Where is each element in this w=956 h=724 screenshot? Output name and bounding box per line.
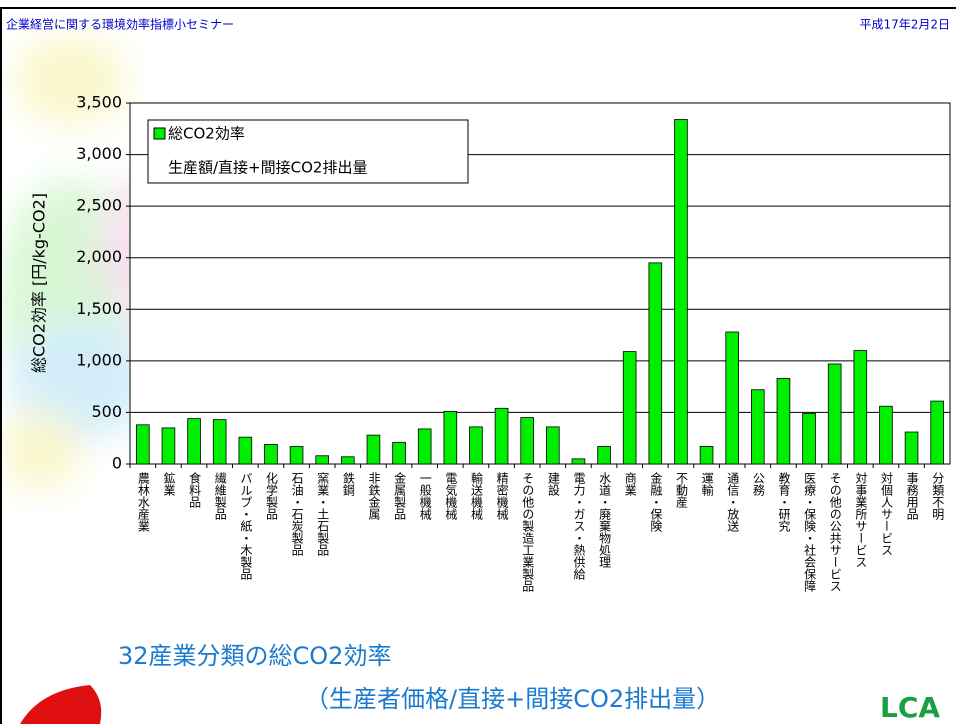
bar: [904, 431, 919, 465]
x-tick-label: 金属製品: [393, 471, 407, 520]
x-tick-label: 商業: [623, 471, 637, 496]
bar: [699, 446, 714, 465]
bar: [315, 455, 329, 465]
header-right: 平成17年2月2日: [859, 18, 950, 32]
bar: [264, 444, 278, 465]
bar: [853, 350, 868, 465]
x-tick-label: 鉄鋼: [341, 471, 355, 496]
x-tick-label: 対事業所サービス: [854, 472, 868, 568]
x-tick-label: 食料品: [188, 471, 202, 508]
x-tick-label: 精密機械: [495, 472, 509, 520]
bar: [776, 377, 791, 465]
bar: [289, 446, 304, 465]
bar: [571, 458, 586, 465]
bar: [520, 417, 534, 465]
x-tick-label: 不動産: [674, 472, 688, 509]
bar: [494, 407, 509, 465]
bar: [827, 363, 842, 465]
legend: 総CO2効率 生産額/直接+間接CO2排出量: [147, 119, 469, 184]
bar: [674, 119, 688, 465]
bar: [546, 426, 560, 465]
y-tick-label: 2,000: [76, 247, 122, 266]
x-tick-label: 窯業・土石製品: [316, 471, 330, 556]
x-tick-label: 運輸: [700, 472, 714, 496]
bar: [930, 400, 944, 465]
y-tick-label: 2,500: [76, 196, 122, 215]
bar: [161, 427, 176, 465]
bar: [392, 441, 406, 465]
bar: [136, 424, 150, 465]
x-tick-label: パルプ・紙・木製品: [239, 472, 253, 580]
bar: [187, 418, 201, 465]
x-tick-label: 建設: [546, 472, 560, 496]
bar: [212, 419, 227, 465]
logo-decoration: [20, 685, 102, 724]
x-tick-label: 通信・放送: [726, 472, 740, 533]
y-tick-label: 1,500: [76, 299, 122, 318]
bar: [751, 389, 765, 465]
bar: [802, 413, 816, 465]
bar: [622, 351, 637, 465]
x-tick-label: 金融・保険: [649, 471, 663, 533]
bar: [648, 262, 663, 465]
bar: [469, 426, 483, 465]
bar: [725, 331, 739, 465]
x-tick-label: 電力・ガス・熱供給: [572, 472, 586, 580]
bar: [341, 456, 355, 465]
x-tick-label: 教育・研究: [777, 471, 791, 533]
bar: [417, 428, 432, 465]
footer-title: 32産業分類の総CO2効率: [118, 642, 391, 670]
footer-subtitle: （生産者価格/直接+間接CO2排出量）: [305, 685, 720, 713]
x-tick-label: 電気機械: [444, 472, 458, 520]
bar: [443, 410, 458, 465]
logo: LCA: [880, 691, 940, 724]
y-axis-label: 総CO2効率 [円/kg-CO2]: [30, 193, 49, 373]
x-tick-label: 対個人サービス: [879, 472, 893, 556]
x-tick-label: 医療・保険・社会保障: [803, 472, 817, 592]
bar: [597, 446, 611, 465]
x-tick-label: 一般機械: [418, 472, 432, 520]
legend-swatch: [153, 127, 166, 140]
y-tick-label: 3,000: [76, 144, 122, 163]
x-tick-label: 非鉄金属: [367, 472, 381, 521]
background-decoration: [0, 35, 220, 490]
x-tick-label: 農林水産業: [136, 472, 150, 532]
y-tick-label: 0: [112, 454, 122, 473]
bar: [879, 405, 893, 465]
y-tick-label: 1,000: [76, 350, 122, 369]
x-tick-label: 鉱業: [162, 471, 176, 496]
x-tick-label: その他の製造工業製品: [521, 472, 535, 592]
y-tick-label: 500: [91, 402, 122, 421]
header-left: 企業経営に関する環境効率指標小セミナー: [6, 17, 234, 32]
y-tick-label: 3,500: [76, 93, 122, 112]
x-tick-label: 繊維製品: [213, 472, 227, 520]
x-tick-label: 事務用品: [905, 472, 919, 520]
x-tick-label: その他の公共サービス: [828, 472, 842, 592]
bar: [238, 436, 253, 465]
x-tick-label: 分類不明: [931, 472, 945, 521]
x-tick-label: 公務: [751, 472, 765, 497]
legend-entry: 総CO2効率: [168, 125, 245, 143]
x-tick-label: 化学製品: [264, 472, 278, 520]
bar: [366, 434, 381, 465]
legend-note: 生産額/直接+間接CO2排出量: [168, 159, 367, 177]
x-tick-label: 水道・廃棄物処理: [598, 472, 612, 568]
x-tick-label: 輸送機械: [469, 471, 483, 520]
x-tick-label: 石油・石炭製品: [290, 472, 304, 556]
